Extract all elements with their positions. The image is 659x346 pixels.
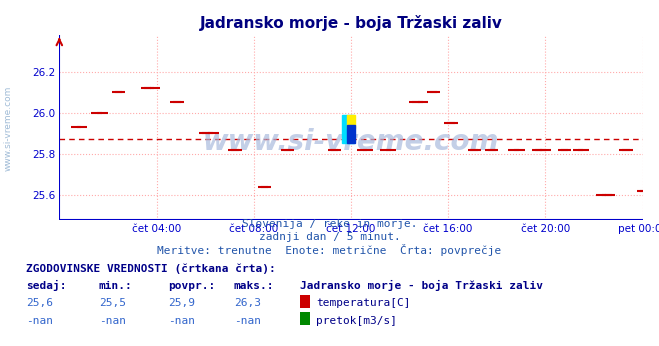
Text: 25,6: 25,6	[26, 298, 53, 308]
Text: ZGODOVINSKE VREDNOSTI (črtkana črta):: ZGODOVINSKE VREDNOSTI (črtkana črta):	[26, 263, 276, 274]
Text: temperatura[C]: temperatura[C]	[316, 298, 411, 308]
Text: -nan: -nan	[26, 316, 53, 326]
Text: zadnji dan / 5 minut.: zadnji dan / 5 minut.	[258, 233, 401, 243]
Bar	[347, 116, 355, 128]
Title: Jadransko morje - boja Tržaski zaliv: Jadransko morje - boja Tržaski zaliv	[200, 15, 502, 31]
Bar	[347, 125, 355, 143]
Text: 25,9: 25,9	[168, 298, 195, 308]
Text: -nan: -nan	[168, 316, 195, 326]
Text: sedaj:: sedaj:	[26, 280, 67, 291]
Text: pretok[m3/s]: pretok[m3/s]	[316, 316, 397, 326]
Text: 25,5: 25,5	[99, 298, 126, 308]
Text: povpr.:: povpr.:	[168, 281, 215, 291]
Text: Slovenija / reke in morje.: Slovenija / reke in morje.	[242, 219, 417, 229]
Text: www.si-vreme.com: www.si-vreme.com	[4, 85, 13, 171]
Text: 26,3: 26,3	[234, 298, 261, 308]
Text: min.:: min.:	[99, 281, 132, 291]
Text: Meritve: trenutne  Enote: metrične  Črta: povprečje: Meritve: trenutne Enote: metrične Črta: …	[158, 244, 501, 256]
Text: -nan: -nan	[99, 316, 126, 326]
Text: maks.:: maks.:	[234, 281, 274, 291]
Bar	[341, 116, 355, 143]
Text: www.si-vreme.com: www.si-vreme.com	[203, 128, 499, 156]
Text: -nan: -nan	[234, 316, 261, 326]
Text: Jadransko morje - boja Tržaski zaliv: Jadransko morje - boja Tržaski zaliv	[300, 280, 543, 291]
